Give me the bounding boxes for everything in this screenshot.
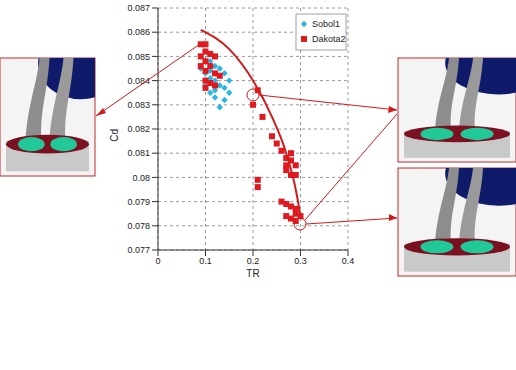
svg-text:0.084: 0.084 — [127, 76, 150, 86]
svg-text:0.079: 0.079 — [127, 197, 150, 207]
svg-text:0.078: 0.078 — [127, 221, 150, 231]
svg-text:0.087: 0.087 — [127, 3, 150, 13]
svg-text:0.08: 0.08 — [132, 173, 150, 183]
svg-text:0.086: 0.086 — [127, 27, 150, 37]
svg-text:0: 0 — [155, 256, 160, 266]
svg-text:0.081: 0.081 — [127, 148, 150, 158]
svg-text:0.083: 0.083 — [127, 100, 150, 110]
svg-text:0.3: 0.3 — [294, 256, 307, 266]
svg-text:TR: TR — [246, 268, 259, 279]
svg-text:Sobol1: Sobol1 — [312, 19, 340, 29]
svg-text:0.4: 0.4 — [342, 256, 355, 266]
svg-text:Cd: Cd — [109, 129, 120, 142]
svg-text:0.1: 0.1 — [199, 256, 212, 266]
svg-text:Dakota2: Dakota2 — [312, 34, 346, 44]
svg-text:0.077: 0.077 — [127, 245, 150, 255]
svg-text:0.085: 0.085 — [127, 52, 150, 62]
svg-text:0.082: 0.082 — [127, 124, 150, 134]
svg-text:0.2: 0.2 — [247, 256, 260, 266]
